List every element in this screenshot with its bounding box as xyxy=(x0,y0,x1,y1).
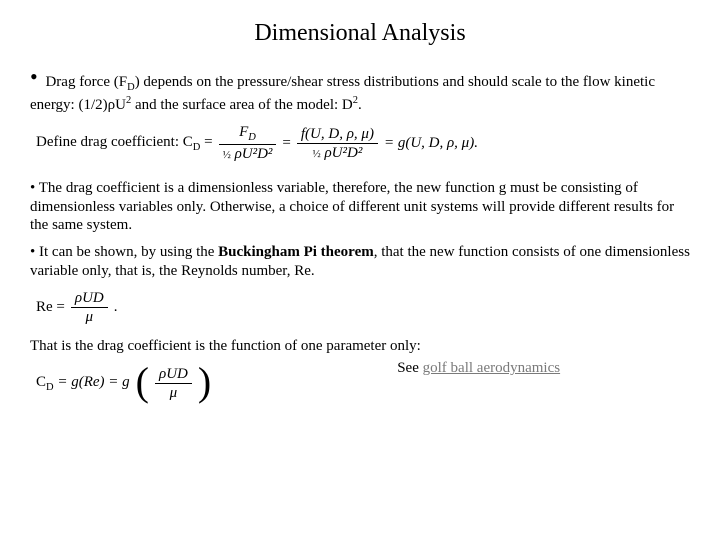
cd-frac-den: μ xyxy=(155,384,192,404)
eq1-den-half2: ½ xyxy=(312,148,320,160)
cd-frac-num: ρUD xyxy=(155,365,192,384)
paren-close: ) xyxy=(198,362,211,402)
eq1-num1-sub: D xyxy=(248,132,256,143)
cd-lhs-sub: D xyxy=(46,382,54,393)
re-num: ρUD xyxy=(71,289,108,308)
eq1-equals1: = xyxy=(204,134,212,150)
bullet-2: • The drag coefficient is a dimensionles… xyxy=(30,179,690,235)
see-pre: See xyxy=(397,360,422,376)
equation-drag-coeff: Define drag coefficient: CD = FD ½ ρU²D²… xyxy=(36,123,690,165)
eq1-def-pre: Define drag coefficient: C xyxy=(36,134,193,150)
bullet-dot: • xyxy=(30,64,38,89)
eq1-num1: F xyxy=(239,124,248,140)
bullet1-text-a: Drag force (F xyxy=(45,74,127,90)
eq1-den-rest: ρU²D² xyxy=(231,146,273,162)
eq1-den-rest2: ρU²D² xyxy=(321,145,363,161)
bullet3-a: It can be shown, by using the xyxy=(39,244,218,260)
that-is-line: That is the drag coefficient is the func… xyxy=(30,337,690,356)
bullet1-text-d: . xyxy=(358,97,362,113)
bullet3-bold: Buckingham Pi theorem xyxy=(218,244,374,260)
page-title: Dimensional Analysis xyxy=(30,20,690,47)
see-link-wrap: See golf ball aerodynamics xyxy=(397,360,560,377)
equation-cd-g: CD = g(Re) = g ( ρUD μ ) See golf ball a… xyxy=(36,364,690,404)
eq1-def-sub: D xyxy=(193,142,201,153)
cd-lhs-pre: C xyxy=(36,374,46,390)
bullet1-sub: D xyxy=(127,82,135,93)
re-den: μ xyxy=(71,308,108,328)
paren-open: ( xyxy=(136,362,149,402)
eq1-frac2: f(U, D, ρ, μ) ½ ρU²D² xyxy=(297,125,378,164)
eq1-equals2: = xyxy=(282,135,290,152)
re-dot: . xyxy=(114,299,118,316)
re-lhs: Re = xyxy=(36,299,65,316)
bullet-1: • Drag force (FD) depends on the pressur… xyxy=(30,65,690,115)
re-frac: ρUD μ xyxy=(71,289,108,328)
eq1-num2: f(U, D, ρ, μ) xyxy=(297,125,378,144)
bullet-3: • It can be shown, by using the Buckingh… xyxy=(30,243,690,281)
equation-reynolds: Re = ρUD μ . xyxy=(36,289,690,328)
eq1-den-half: ½ xyxy=(223,149,231,161)
bullet2-text: The drag coefficient is a dimensionless … xyxy=(30,180,674,234)
eq1-g: = g(U, D, ρ, μ). xyxy=(384,135,478,152)
cd-rhs1: = g(Re) = g xyxy=(54,374,130,390)
golf-ball-link[interactable]: golf ball aerodynamics xyxy=(423,360,560,376)
cd-frac: ρUD μ xyxy=(155,365,192,404)
eq1-frac1: FD ½ ρU²D² xyxy=(219,123,277,165)
bullet1-text-c: and the surface area of the model: D xyxy=(131,97,353,113)
